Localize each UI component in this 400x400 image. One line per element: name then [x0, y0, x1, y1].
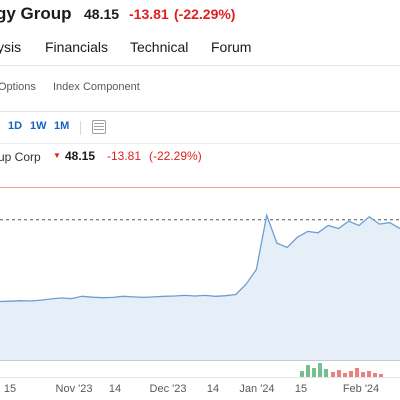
range-1m-button[interactable]: 1M	[54, 120, 70, 132]
legend-change: -13.81	[107, 149, 142, 163]
volume-bar-up	[306, 365, 310, 377]
table-icon[interactable]	[92, 120, 106, 134]
volume-bar-up	[324, 369, 328, 377]
volume-bar-down	[379, 374, 383, 377]
header-change: -13.81	[129, 6, 169, 22]
subtab-index-component[interactable]: Index Component	[53, 81, 140, 93]
x-axis-label: Dec '23	[150, 383, 187, 395]
tab-financials[interactable]: Financials	[45, 39, 109, 55]
volume-bar-down	[367, 371, 371, 377]
x-axis-label: 15	[295, 383, 307, 395]
volume-bar-down	[337, 370, 341, 377]
legend-name: up Corp	[0, 150, 41, 164]
down-arrow-icon: ▼	[53, 151, 61, 160]
x-axis-label: Jan '24	[239, 383, 274, 395]
volume-bar-up	[312, 368, 316, 377]
range-1d-button[interactable]: 1D	[8, 120, 23, 132]
price-area	[0, 215, 400, 360]
x-axis-label: 14	[207, 383, 219, 395]
volume-bar-down	[349, 371, 353, 377]
chart-svg: 15 Nov '23 14 Dec '23 14 Jan '24 15 Feb '24	[0, 187, 400, 395]
range-1w-button[interactable]: 1W	[30, 120, 47, 132]
x-axis-label: Nov '23	[56, 383, 93, 395]
header-change-percent: (-22.29%)	[174, 6, 236, 22]
header-price: 48.15	[84, 6, 120, 22]
volume-bar-down	[361, 372, 365, 377]
volume-bar-down	[343, 373, 347, 377]
volume-bar-up	[300, 371, 304, 377]
tab-technical[interactable]: Technical	[130, 39, 189, 55]
legend-price: 48.15	[65, 149, 96, 163]
volume-bar-down	[331, 372, 335, 377]
tab-analysis[interactable]: ysis	[0, 39, 22, 55]
quote-header: gy Group 48.15 -13.81 (-22.29%)	[0, 0, 400, 32]
main-nav: ysis Financials Technical Forum	[0, 32, 400, 66]
x-axis-label: 15	[4, 383, 16, 395]
x-axis-label: Feb '24	[343, 383, 379, 395]
sub-nav: Options Index Component	[0, 66, 400, 112]
price-line	[0, 212, 400, 303]
chart-toolbar: 1D 1W 1M	[0, 112, 400, 144]
subtab-options[interactable]: Options	[0, 81, 36, 93]
chart-legend: up Corp ▼ 48.15 -13.81 (-22.29%)	[0, 148, 400, 168]
toolbar-divider	[80, 121, 81, 135]
volume-bar-down	[373, 373, 377, 377]
volume-bar-down	[355, 368, 359, 377]
company-title: gy Group	[0, 4, 72, 23]
legend-change-percent: (-22.29%)	[149, 149, 202, 163]
tab-forum[interactable]: Forum	[211, 39, 252, 55]
x-axis-label: 14	[109, 383, 121, 395]
volume-bar-up	[318, 363, 322, 377]
price-chart[interactable]: 15 Nov '23 14 Dec '23 14 Jan '24 15 Feb '24	[0, 170, 400, 400]
